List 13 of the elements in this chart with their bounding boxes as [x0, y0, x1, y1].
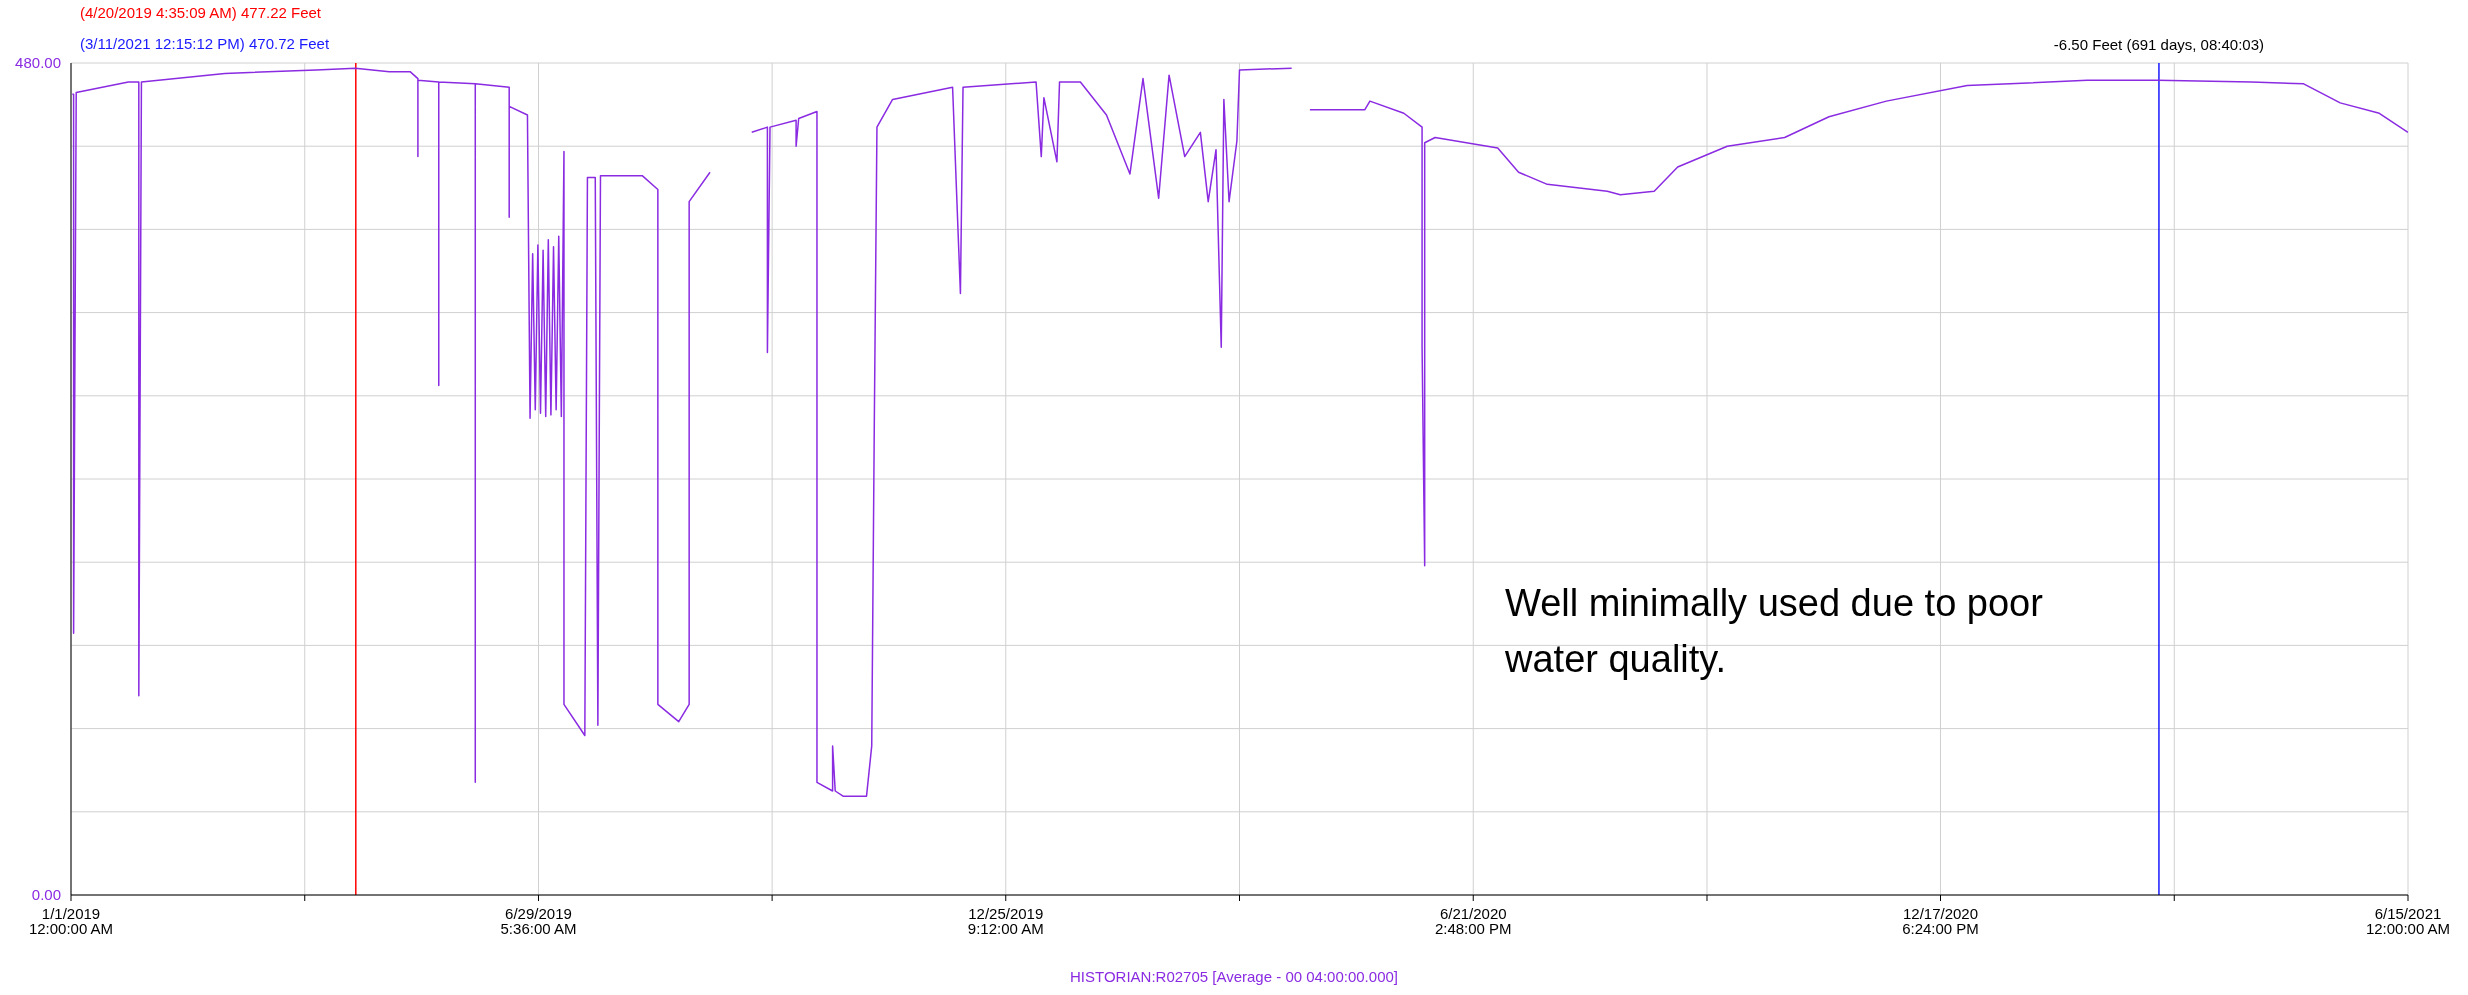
x-tick-label: 6/29/2019 5:36:00 AM	[500, 904, 577, 938]
ref-line-label: (3/11/2021 12:15:12 PM) 470.72 Feet	[80, 35, 330, 52]
y-tick-label: 480.00	[15, 54, 61, 72]
text: -6.50 Feet (691 days, 08:40:03)	[2053, 36, 2265, 53]
x-tick-label: 12/17/2020 6:24:00 PM	[1902, 904, 1979, 938]
x-tick-label: 6/15/2021 12:00:00 AM	[2365, 904, 2451, 938]
annotation: Well minimally used due to poor water quality.	[1505, 581, 2044, 682]
x-tick-label: 12/25/2019 9:12:00 AM	[967, 904, 1044, 938]
x-tick-label: 6/21/2020 2:48:00 PM	[1434, 904, 1512, 938]
x-tick-label: 1/1/2019 12:00:00 AM	[28, 904, 114, 938]
y-tick-label: 0.00	[31, 886, 61, 904]
ref-line-label: (4/20/2019 4:35:09 AM) 477.22 Feet	[80, 4, 322, 21]
text: HISTORIAN:R02705 [Average - 00 04:00:00.000]	[1070, 968, 1398, 985]
